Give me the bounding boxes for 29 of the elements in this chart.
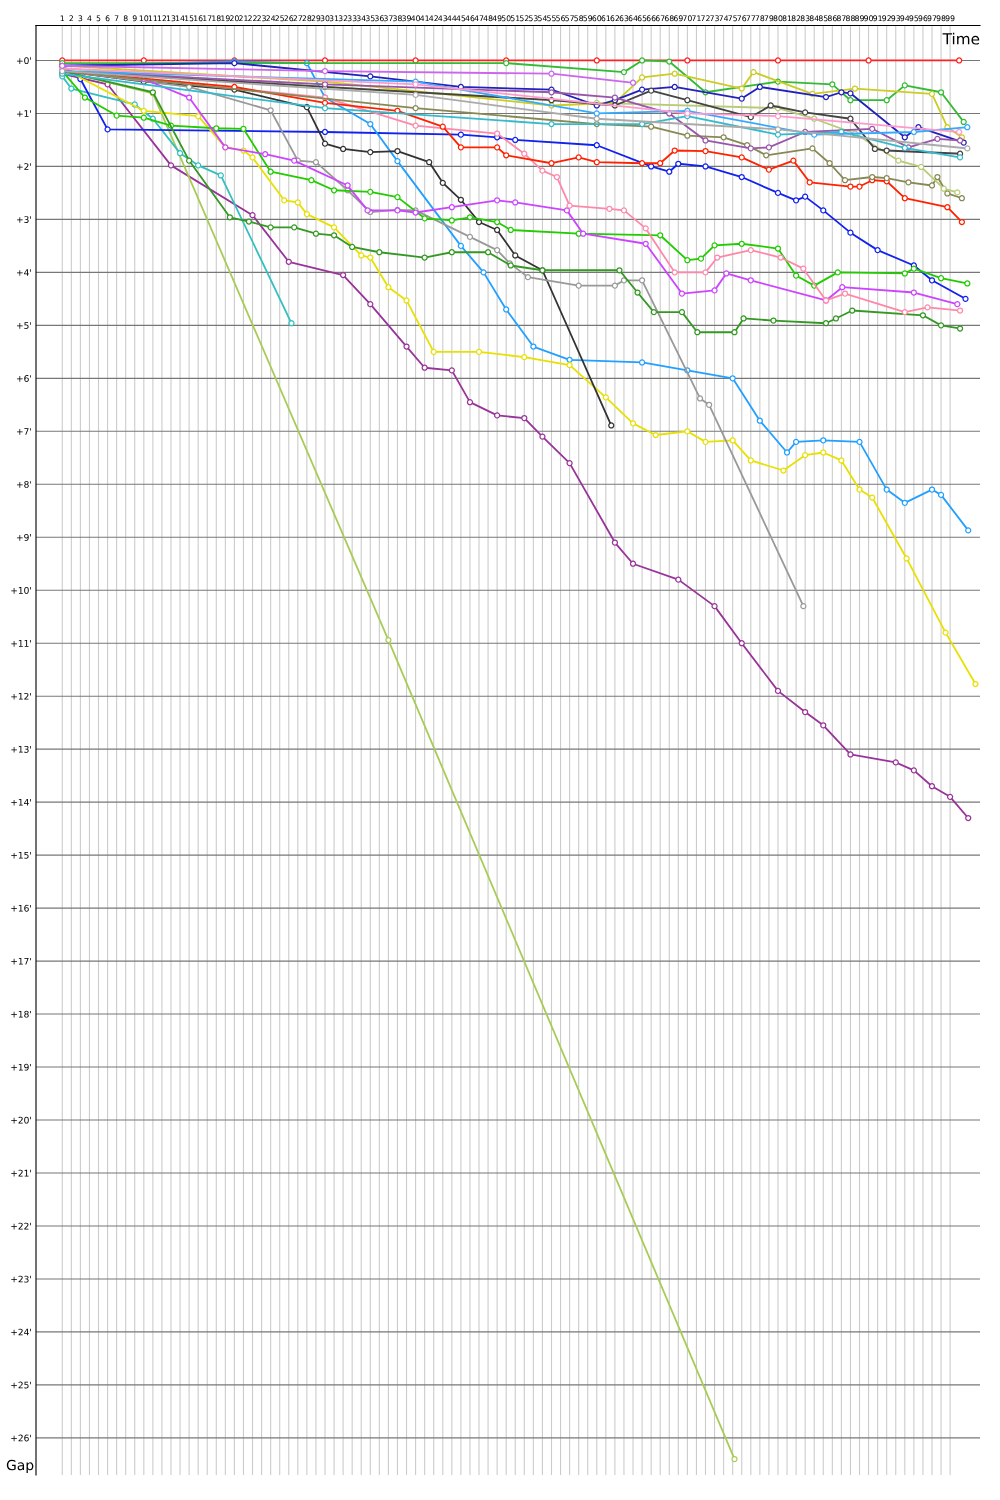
y-tick-label: +25' [11, 1381, 31, 1389]
y-tick-label: +14' [11, 798, 31, 806]
y-tick-label: +20' [11, 1116, 31, 1124]
y-tick-label: +6' [17, 375, 31, 382]
y-tick-label: +23' [11, 1275, 31, 1283]
y-tick-label: +4' [17, 269, 31, 276]
y-tick-label: +19' [11, 1063, 31, 1071]
y-tick-label: +13' [11, 745, 31, 753]
y-tick-label: +15' [11, 851, 31, 859]
y-tick-label: +18' [11, 1010, 31, 1018]
y-tick-label: +11' [11, 640, 31, 647]
y-tick-label: +1' [17, 110, 31, 117]
y-tick-label: +24' [11, 1328, 31, 1336]
y-tick-label: +12' [11, 692, 31, 700]
y-tick-label: +10' [11, 586, 31, 594]
y-tick-label: +22' [11, 1222, 31, 1230]
y-tick-label: +8' [17, 481, 31, 488]
y-tick-label: +26' [11, 1434, 31, 1442]
y-tick-label: +5' [17, 322, 31, 329]
y-tick-label: +2' [17, 163, 31, 170]
y-tick-label: +3' [17, 216, 31, 223]
x-axis-title: Time [942, 32, 980, 45]
y-tick-label: +0' [17, 57, 31, 65]
y-tick-label: +16' [11, 904, 31, 912]
y-tick-label: +21' [11, 1169, 31, 1177]
y-axis-title: Gap [6, 1459, 34, 1473]
y-tick-label: +9' [17, 533, 31, 541]
y-tick-label: +7' [17, 428, 31, 435]
y-tick-label: +17' [11, 957, 31, 965]
